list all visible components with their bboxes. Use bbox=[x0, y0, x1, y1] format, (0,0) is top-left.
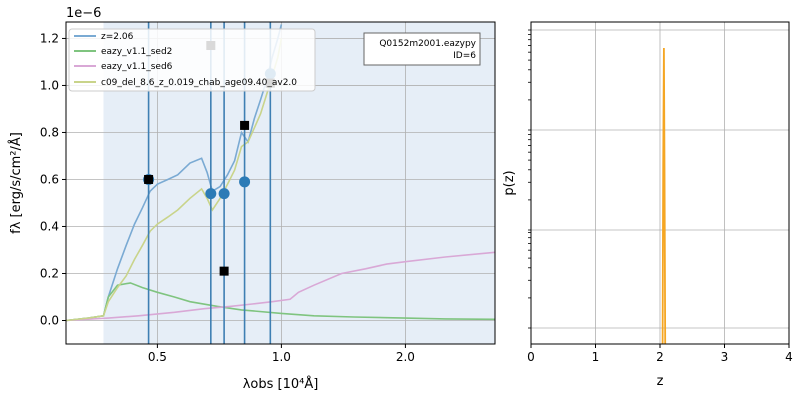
pz-series-group bbox=[661, 47, 667, 345]
annotation-frame bbox=[363, 32, 481, 66]
legend-item: c09_del_8.6_z_0.019_chab_age09.40_av2.0 bbox=[74, 78, 297, 88]
legend-label: eazy_v1.1_sed6 bbox=[101, 62, 173, 72]
legend-item: eazy_v1.1_sed2 bbox=[74, 47, 172, 57]
legend-item: z=2.06 bbox=[74, 32, 134, 42]
pz-y-axis-label: p(z) bbox=[502, 170, 517, 195]
model-flux-point bbox=[239, 176, 251, 188]
pz-grid bbox=[530, 22, 790, 344]
legend-item: eazy_v1.1_sed6 bbox=[74, 62, 173, 72]
sed-series-group bbox=[65, 24, 496, 322]
x-tick-label: 0.5 bbox=[148, 350, 167, 364]
x-tick-label: 2 bbox=[656, 350, 664, 364]
y-tick-label: 0.2 bbox=[40, 266, 59, 280]
y-tick-label: 0.0 bbox=[40, 313, 59, 327]
series-line-2 bbox=[65, 251, 496, 322]
legend-box bbox=[68, 28, 316, 92]
observed-flux-point bbox=[240, 120, 250, 130]
sed-y-ticks: 0.0 0.2 0.4 0.6 0.8 1.0 1.2 bbox=[40, 31, 66, 327]
sed-panel: 0.5 1.0 2.0 0.0 0.2 0.4 0.6 0.8 1.0 1.2 1e−6 λob… bbox=[8, 6, 496, 392]
y-tick-label: 1.2 bbox=[40, 31, 59, 45]
id-annotation-box: Q0152m2001.eazypy ID=6 bbox=[363, 32, 481, 66]
x-tick-label: 0 bbox=[527, 350, 535, 364]
x-tick-label: 2.0 bbox=[396, 350, 415, 364]
y-tick-label: 0.8 bbox=[40, 125, 59, 139]
series-line-1 bbox=[65, 282, 496, 322]
sed-legend: z=2.06 eazy_v1.1_sed2 eazy_v1.1_sed6 c09… bbox=[68, 28, 316, 92]
y-tick-label: 1.0 bbox=[40, 78, 59, 92]
observed-flux-point bbox=[219, 266, 229, 276]
series-line-0 bbox=[65, 24, 283, 322]
pz-x-ticks: 0 1 2 3 4 bbox=[527, 344, 793, 364]
x-tick-label: 3 bbox=[721, 350, 729, 364]
x-tick-label: 1.0 bbox=[272, 350, 291, 364]
sed-x-axis-label: λobs [10⁴Å] bbox=[243, 376, 319, 392]
x-tick-label: 1 bbox=[592, 350, 600, 364]
legend-label: z=2.06 bbox=[101, 32, 134, 42]
observed-flux-point bbox=[144, 174, 154, 184]
legend-label: eazy_v1.1_sed2 bbox=[101, 47, 172, 57]
annotation-id: ID=6 bbox=[453, 51, 476, 61]
x-tick-label: 4 bbox=[785, 350, 793, 364]
pz-x-axis-label: z bbox=[657, 374, 664, 389]
sed-y-offset-text: 1e−6 bbox=[66, 6, 101, 21]
legend-label: c09_del_8.6_z_0.019_chab_age09.40_av2.0 bbox=[101, 78, 297, 88]
y-tick-label: 0.4 bbox=[40, 219, 59, 233]
annotation-catalog: Q0152m2001.eazypy bbox=[379, 39, 476, 49]
sed-x-ticks: 0.5 1.0 2.0 bbox=[148, 344, 415, 364]
pz-curve bbox=[661, 47, 667, 345]
pz-y-minor-ticks bbox=[528, 29, 531, 329]
model-flux-point bbox=[205, 188, 217, 200]
sed-y-axis-label: fλ [erg/s/cm²/Å] bbox=[8, 132, 24, 234]
pz-panel: 0 1 2 3 4 z p(z) bbox=[502, 21, 793, 389]
sed-axes-frame bbox=[65, 21, 496, 345]
series-line-3 bbox=[65, 38, 283, 322]
y-tick-label: 0.6 bbox=[40, 172, 59, 186]
model-flux-point bbox=[218, 188, 230, 200]
